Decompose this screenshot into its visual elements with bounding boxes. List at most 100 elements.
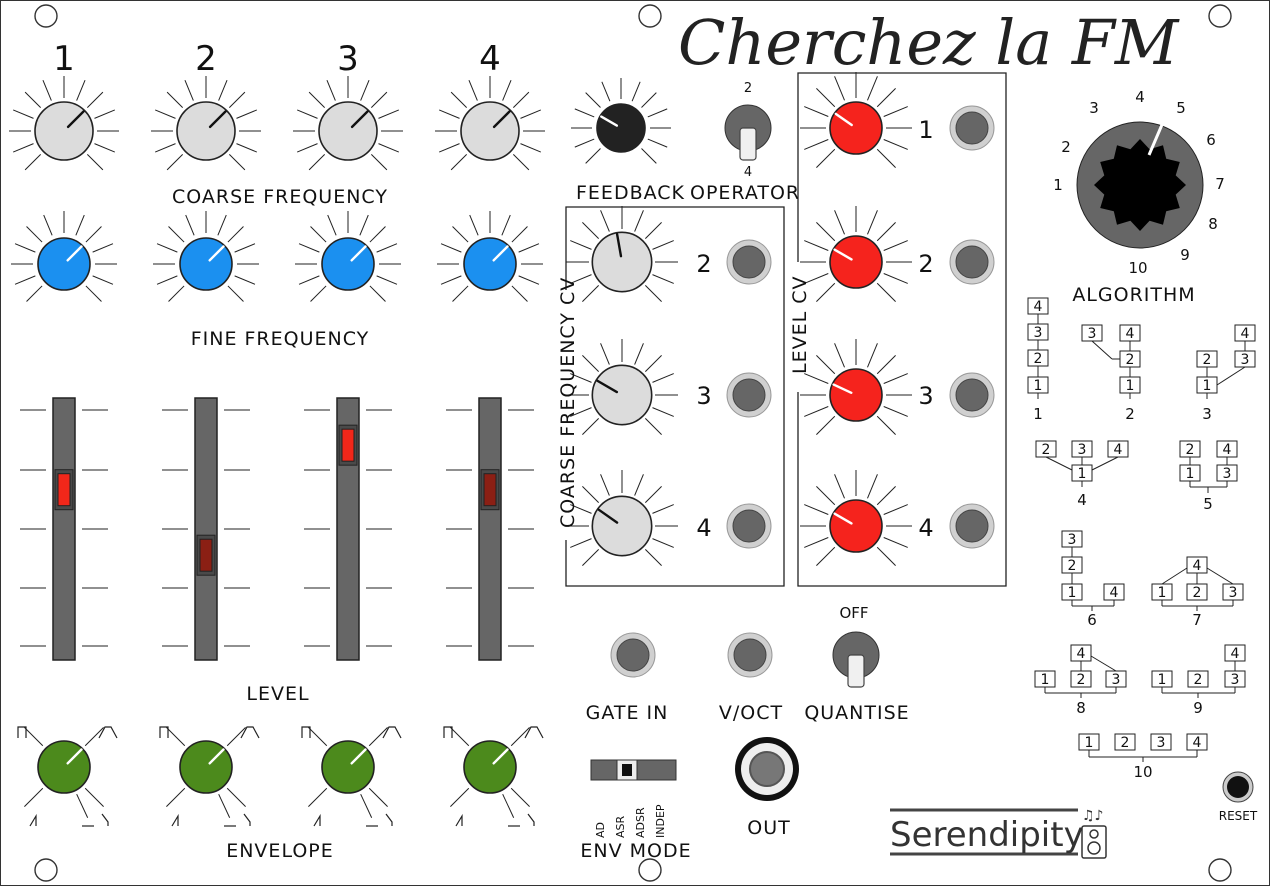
coarse-frequency-knob-3[interactable] — [293, 76, 403, 171]
algorithm-box-label: 3 — [1088, 326, 1097, 342]
envelope-knob-4[interactable] — [450, 727, 530, 818]
module-title: Cherchez la FM — [678, 6, 1180, 79]
algorithm-box-label: 2 — [1186, 442, 1195, 458]
envelope-knob-1[interactable] — [24, 727, 104, 818]
coarse-frequency-knob-2[interactable] — [151, 76, 261, 171]
coarse-frequency-cv-label: COARSE FREQUENCY CV — [557, 277, 579, 528]
algorithm-box-label: 3 — [1078, 442, 1087, 458]
fine-frequency-label: FINE FREQUENCY — [191, 328, 370, 350]
level-slider-3[interactable] — [304, 397, 392, 661]
operator-switch-top-label: 2 — [744, 81, 752, 96]
level-cv-4-number: 4 — [918, 514, 933, 542]
fine-frequency-knob-3[interactable] — [295, 211, 401, 302]
algorithm-box-label: 2 — [1203, 352, 1212, 368]
algorithm-dial-number: 7 — [1215, 175, 1225, 193]
level-cv-jack-3[interactable] — [949, 372, 995, 418]
algorithm-box-label: 4 — [1193, 558, 1202, 574]
algorithm-box-label: 3 — [1034, 325, 1043, 341]
coarse-cv-jack-4[interactable] — [726, 503, 772, 549]
level-cv-knob-1[interactable] — [800, 72, 912, 168]
algorithm-diagram-4: 2 3 4 1 4 — [1035, 440, 1129, 509]
brand-icon: ♫♪ — [1081, 808, 1107, 859]
level-cv-3-number: 3 — [918, 382, 933, 410]
algorithm-box-label: 3 — [1223, 466, 1232, 482]
algorithm-diagram-5: 2 4 1 35 — [1179, 440, 1238, 513]
coarse-cv-jack-3[interactable] — [726, 372, 772, 418]
algorithm-box-label: 1 — [1203, 378, 1212, 394]
envelope-shape-icons — [301, 726, 402, 827]
algorithm-diagram-10: 1 2 3 4 10 — [1078, 733, 1208, 781]
algorithm-diagram-1: 4 3 2 1 1 — [1027, 297, 1049, 423]
envelope-knob-3[interactable] — [308, 727, 388, 818]
envelope-knob-2[interactable] — [166, 727, 246, 818]
algorithm-box-label: 2 — [1126, 352, 1135, 368]
level-slider-1[interactable] — [20, 397, 108, 661]
algorithm-number-label: 5 — [1203, 495, 1213, 513]
out-jack[interactable] — [735, 737, 799, 801]
operator-switch-bottom-label: 4 — [744, 165, 752, 180]
algorithm-box-label: 3 — [1241, 352, 1250, 368]
algorithm-number-label: 2 — [1125, 405, 1135, 423]
algorithm-box-label: 3 — [1231, 672, 1240, 688]
algorithm-box-label: 1 — [1126, 378, 1135, 394]
algorithm-number-label: 6 — [1087, 611, 1097, 629]
algorithm-box-label: 4 — [1114, 442, 1123, 458]
coarse-cv-jack-2[interactable] — [726, 239, 772, 285]
operator-2-number: 2 — [195, 39, 217, 79]
algorithm-box-label: 2 — [1034, 351, 1043, 367]
coarse-cv-knob-2[interactable] — [566, 206, 678, 302]
v-oct-label: V/OCT — [719, 702, 783, 724]
level-cv-jack-2[interactable] — [949, 239, 995, 285]
algorithm-dial-number: 9 — [1180, 246, 1190, 264]
coarse-frequency-knob-4[interactable] — [435, 76, 545, 171]
level-slider-4[interactable] — [446, 397, 534, 661]
operator-select-toggle[interactable] — [724, 104, 772, 161]
level-cv-1-number: 1 — [918, 116, 933, 144]
algorithm-diagram-7: 4 1 2 3 7 — [1151, 556, 1244, 629]
algorithm-diagram-9: 4 1 2 3 9 — [1151, 644, 1246, 717]
algorithm-knob[interactable] — [1076, 112, 1204, 249]
envelope-shape-icons — [17, 726, 118, 827]
algorithm-box-label: 1 — [1078, 466, 1087, 482]
algorithm-label: ALGORITHM — [1072, 284, 1195, 306]
algorithm-box-label: 4 — [1231, 646, 1240, 662]
algorithm-box-label: 4 — [1223, 442, 1232, 458]
algorithm-box-label: 2 — [1042, 442, 1051, 458]
fine-frequency-knob-4[interactable] — [437, 211, 543, 302]
env-mode-option: ASR — [614, 815, 627, 838]
algorithm-number-label: 1 — [1033, 405, 1043, 423]
coarse-cv-knob-4[interactable] — [566, 470, 678, 566]
algorithm-number-label: 9 — [1193, 699, 1203, 717]
env-mode-option: AD — [594, 822, 607, 838]
level-slider-2[interactable] — [162, 397, 250, 661]
fine-frequency-knob-2[interactable] — [153, 211, 259, 302]
algorithm-number-label: 10 — [1133, 763, 1152, 781]
reset-button[interactable] — [1222, 771, 1254, 803]
algorithm-box-label: 2 — [1077, 672, 1086, 688]
level-cv-2-number: 2 — [918, 250, 933, 278]
level-cv-knob-3[interactable] — [800, 339, 912, 435]
algorithm-box-label: 1 — [1085, 735, 1094, 751]
fine-frequency-knob-1[interactable] — [11, 211, 117, 302]
quantise-toggle[interactable] — [832, 631, 880, 688]
quantise-off-label: OFF — [839, 604, 868, 622]
algorithm-box-label: 2 — [1194, 672, 1203, 688]
envelope-shape-icons — [443, 726, 544, 827]
gate-in-jack[interactable] — [610, 632, 656, 678]
level-cv-bracket — [797, 72, 1007, 587]
level-cv-knob-4[interactable] — [800, 470, 912, 566]
algorithm-box-label: 4 — [1077, 646, 1086, 662]
level-cv-jack-1[interactable] — [949, 105, 995, 151]
screw-hole — [638, 4, 662, 28]
env-mode-slide-switch[interactable] — [590, 759, 677, 781]
algorithm-dial-number: 4 — [1135, 88, 1145, 106]
v-oct-jack[interactable] — [727, 632, 773, 678]
coarse-frequency-knob-1[interactable] — [9, 76, 119, 171]
coarse-cv-knob-3[interactable] — [566, 339, 678, 435]
feedback-knob[interactable] — [571, 78, 671, 164]
algorithm-box-label: 1 — [1034, 378, 1043, 394]
level-label: LEVEL — [246, 683, 309, 705]
level-cv-knob-2[interactable] — [800, 206, 912, 302]
algorithm-dial-number: 8 — [1208, 215, 1218, 233]
level-cv-jack-4[interactable] — [949, 503, 995, 549]
